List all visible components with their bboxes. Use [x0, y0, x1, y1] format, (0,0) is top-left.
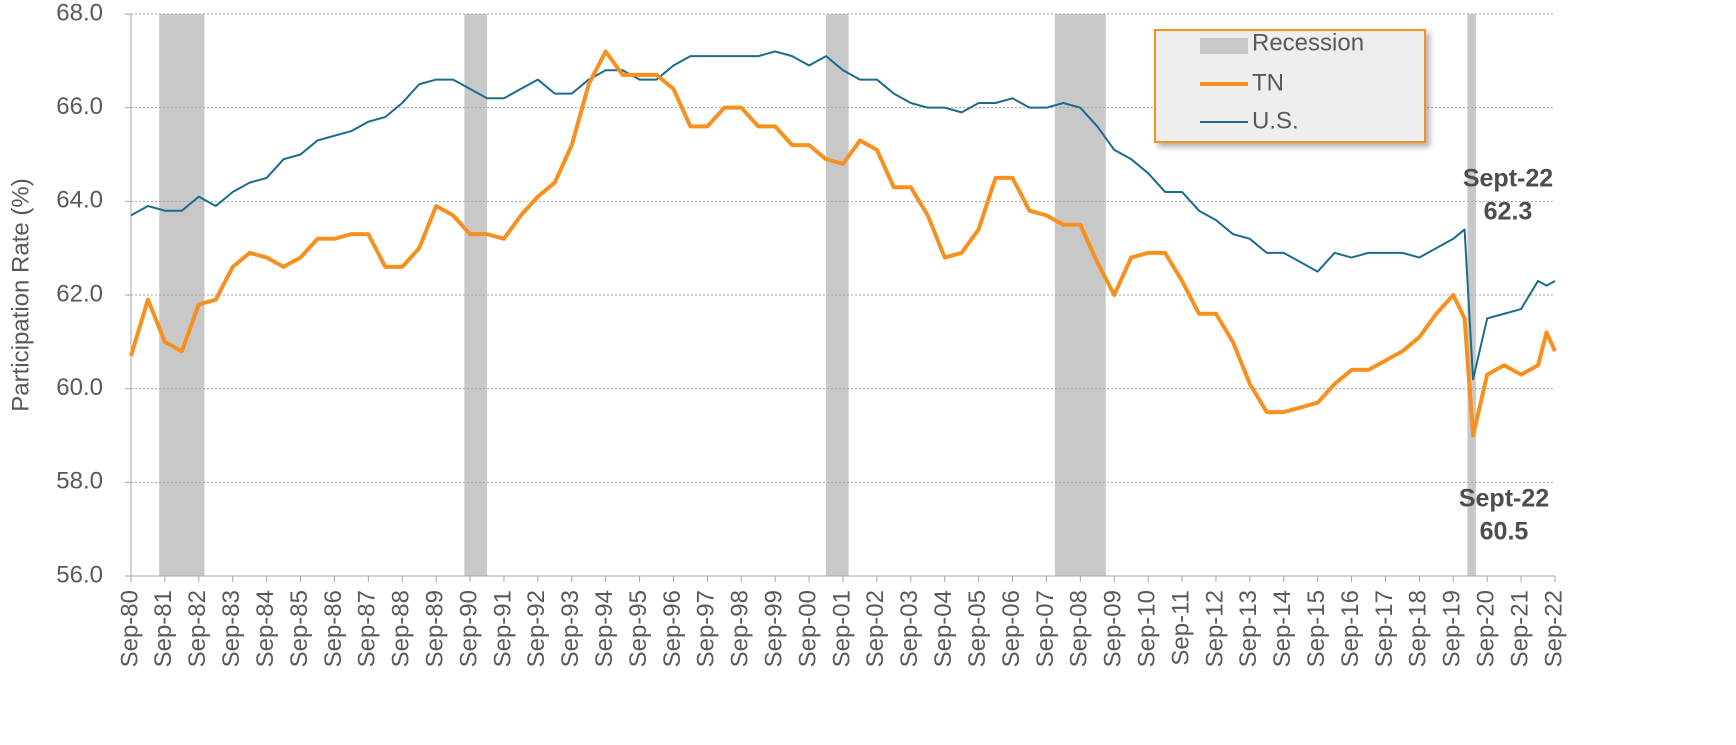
x-tick-label: Sep-83 [218, 590, 245, 667]
x-tick-label: Sep-20 [1473, 590, 1500, 667]
x-tick-label: Sep-06 [998, 590, 1025, 667]
y-tick-label: 62.0 [56, 280, 103, 307]
x-tick-label: Sep-81 [150, 590, 177, 667]
plot-area [125, 13, 1557, 582]
x-tick-label: Sep-11 [1167, 590, 1194, 666]
x-tick-label: Sep-99 [761, 590, 788, 667]
x-tick-label: Sep-90 [455, 590, 482, 667]
x-tick-label: Sep-17 [1371, 590, 1398, 667]
x-tick-label: Sep-91 [489, 590, 516, 667]
x-tick-label: Sep-02 [862, 590, 889, 667]
x-tick-label: Sep-95 [625, 590, 652, 667]
legend-label: Recession [1252, 29, 1364, 56]
annotation: 62.3 [1484, 198, 1533, 226]
y-tick-label: 68.0 [56, 0, 103, 26]
legend: Recession TN U.S. [1154, 29, 1426, 143]
x-tick-label: Sep-98 [727, 590, 754, 667]
x-tick-label: Sep-14 [1269, 590, 1296, 667]
x-tick-label: Sep-86 [320, 590, 347, 667]
x-tick-label: Sep-82 [184, 590, 211, 667]
x-tick-label: Sep-97 [693, 590, 720, 667]
x-tick-label: Sep-05 [964, 590, 991, 667]
x-tick-label: Sep-22 [1540, 590, 1567, 667]
y-tick-label: 66.0 [56, 93, 103, 120]
x-tick-label: Sep-87 [354, 590, 381, 667]
legend-swatch [1200, 38, 1248, 54]
y-tick-label: 56.0 [56, 561, 103, 588]
x-tick-label: Sep-00 [794, 590, 821, 667]
x-tick-label: Sep-89 [421, 590, 448, 667]
x-tick-label: Sep-07 [1032, 590, 1059, 667]
x-tick-label: Sep-19 [1439, 590, 1466, 667]
x-tick-label: Sep-85 [286, 590, 313, 667]
recession-band [159, 14, 205, 576]
y-tick-label: 58.0 [56, 468, 103, 495]
x-tick-label: Sep-18 [1405, 590, 1432, 667]
x-tick-label: Sep-96 [659, 590, 686, 667]
annotation: Sept-22 [1459, 485, 1549, 513]
x-tick-label: Sep-94 [591, 590, 618, 667]
x-tick-label: Sep-12 [1201, 590, 1228, 667]
y-tick-label: 64.0 [56, 187, 103, 214]
y-axis-label: Participation Rate (%) [7, 178, 34, 411]
x-tick-label: Sep-03 [896, 590, 923, 667]
x-tick-label: Sep-92 [523, 590, 550, 667]
x-tick-label: Sep-16 [1337, 590, 1364, 667]
x-tick-label: Sep-01 [828, 590, 855, 667]
recession-band [826, 14, 849, 576]
x-tick-label: Sep-10 [1133, 590, 1160, 667]
series-line [130, 50, 1556, 381]
y-tick-label: 60.0 [56, 374, 103, 401]
legend-label: TN [1252, 69, 1284, 96]
series-line [129, 49, 1557, 438]
x-tick-label: Sep-88 [388, 590, 415, 667]
x-tick-label: Sep-84 [252, 590, 279, 667]
x-tick-label: Sep-21 [1506, 590, 1533, 667]
x-tick-label: Sep-13 [1235, 590, 1262, 667]
annotation: Sept-22 [1463, 165, 1553, 193]
x-tick-label: Sep-09 [1100, 590, 1127, 667]
x-tick-label: Sep-15 [1303, 590, 1330, 667]
x-tick-label: Sep-08 [1066, 590, 1093, 667]
x-tick-label: Sep-80 [116, 590, 143, 667]
x-tick-label: Sep-04 [930, 590, 957, 667]
legend-label: U.S. [1252, 107, 1299, 134]
annotation: 60.5 [1480, 518, 1529, 546]
x-tick-label: Sep-93 [557, 590, 584, 667]
